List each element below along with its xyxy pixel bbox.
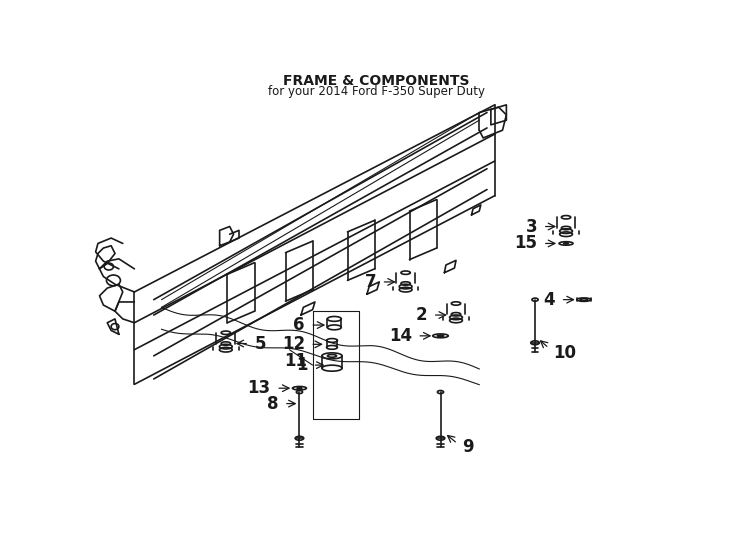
Text: 6: 6 xyxy=(294,316,305,334)
Text: 5: 5 xyxy=(255,335,266,353)
Text: 12: 12 xyxy=(282,335,305,353)
Text: 3: 3 xyxy=(526,218,537,235)
Text: 11: 11 xyxy=(284,352,308,370)
Text: 7: 7 xyxy=(365,273,376,291)
Text: 15: 15 xyxy=(515,234,537,252)
Text: 10: 10 xyxy=(553,344,577,362)
Text: 14: 14 xyxy=(389,327,412,345)
Text: for your 2014 Ford F-350 Super Duty: for your 2014 Ford F-350 Super Duty xyxy=(268,85,484,98)
Text: 8: 8 xyxy=(267,395,278,413)
Text: 4: 4 xyxy=(544,291,555,309)
Text: 2: 2 xyxy=(415,306,427,324)
Text: 1: 1 xyxy=(296,356,308,374)
Text: 9: 9 xyxy=(462,438,474,456)
Text: 13: 13 xyxy=(247,379,271,397)
Text: FRAME & COMPONENTS: FRAME & COMPONENTS xyxy=(283,74,470,88)
